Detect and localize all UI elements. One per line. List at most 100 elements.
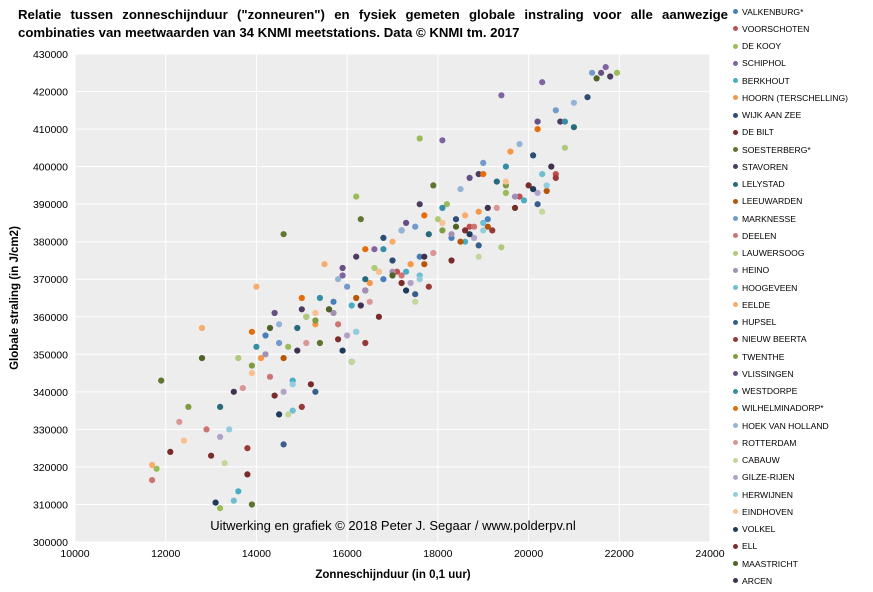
y-tick-label: 420000 bbox=[33, 87, 68, 99]
legend-label: WIJK AAN ZEE bbox=[742, 110, 802, 121]
data-point bbox=[452, 216, 460, 223]
legend-marker bbox=[733, 285, 738, 291]
data-point bbox=[180, 437, 187, 444]
data-point bbox=[244, 445, 251, 452]
data-point bbox=[416, 135, 423, 142]
data-point bbox=[389, 257, 396, 264]
legend-label: SOESTERBERG* bbox=[742, 144, 811, 155]
legend-marker bbox=[733, 492, 738, 498]
data-point bbox=[439, 204, 446, 211]
y-tick-label: 370000 bbox=[33, 274, 68, 286]
data-point bbox=[475, 253, 482, 260]
data-point bbox=[339, 264, 346, 272]
data-point bbox=[534, 118, 541, 125]
legend-label: DE KOOY bbox=[742, 41, 782, 52]
data-point bbox=[312, 317, 319, 324]
data-point bbox=[330, 298, 337, 305]
legend-marker bbox=[733, 543, 738, 549]
data-point bbox=[276, 321, 283, 328]
data-point bbox=[570, 99, 578, 106]
legend-marker bbox=[733, 216, 738, 222]
data-point bbox=[325, 306, 333, 313]
legend-marker bbox=[733, 60, 738, 66]
legend-label: VOORSCHOTEN bbox=[742, 23, 810, 34]
data-point bbox=[312, 388, 319, 395]
data-point bbox=[475, 208, 482, 215]
data-point bbox=[412, 223, 419, 230]
y-tick-label: 330000 bbox=[33, 424, 68, 436]
data-point bbox=[357, 302, 364, 309]
data-point bbox=[561, 144, 569, 151]
data-point bbox=[316, 339, 323, 347]
data-point bbox=[466, 223, 473, 230]
legend-item: SCHIPHOL bbox=[733, 55, 873, 72]
data-point bbox=[248, 328, 255, 335]
data-point bbox=[316, 294, 323, 302]
data-point bbox=[353, 328, 360, 335]
data-point bbox=[434, 216, 441, 223]
data-point bbox=[344, 283, 351, 290]
data-point bbox=[285, 343, 292, 350]
legend-label: TWENTHE bbox=[742, 351, 785, 362]
legend-label: LEEUWARDEN bbox=[742, 196, 803, 207]
data-point bbox=[443, 201, 450, 208]
x-tick-label: 22000 bbox=[605, 548, 634, 560]
legend-marker bbox=[733, 181, 738, 187]
legend-marker bbox=[733, 354, 738, 360]
data-point bbox=[362, 246, 369, 253]
legend-item: HUPSEL bbox=[733, 314, 873, 331]
data-point bbox=[153, 465, 160, 472]
data-point bbox=[539, 208, 546, 215]
data-point bbox=[203, 426, 210, 433]
legend-marker bbox=[733, 78, 738, 84]
data-point bbox=[484, 204, 491, 211]
legend-marker bbox=[733, 319, 738, 325]
data-point bbox=[602, 64, 609, 71]
data-point bbox=[149, 477, 156, 484]
legend-marker bbox=[733, 129, 738, 135]
legend-marker bbox=[733, 457, 738, 463]
data-point bbox=[198, 324, 206, 332]
legend-item: MARKNESSE bbox=[733, 210, 873, 227]
data-point bbox=[534, 201, 541, 208]
legend-label: EELDE bbox=[742, 299, 771, 310]
data-point bbox=[362, 339, 369, 347]
y-tick-label: 380000 bbox=[33, 237, 68, 249]
legend-item: HOORN (TERSCHELLING) bbox=[733, 89, 873, 106]
data-point bbox=[421, 261, 428, 268]
data-point bbox=[253, 283, 260, 290]
data-point bbox=[530, 152, 537, 159]
data-point bbox=[217, 433, 224, 440]
legend-item: LELYSTAD bbox=[733, 176, 873, 193]
data-point bbox=[298, 294, 305, 302]
data-point bbox=[294, 347, 301, 354]
data-point bbox=[230, 388, 237, 395]
data-point bbox=[493, 178, 500, 185]
legend-label: HEINO bbox=[742, 265, 770, 276]
gridlines bbox=[74, 53, 711, 543]
legend-item: VOLKEL bbox=[733, 521, 873, 538]
legend-item: MAASTRICHT bbox=[733, 555, 873, 572]
x-tick-label: 16000 bbox=[333, 548, 362, 560]
data-point bbox=[244, 471, 251, 478]
data-point bbox=[248, 370, 255, 377]
data-point bbox=[511, 204, 519, 211]
data-point bbox=[598, 69, 605, 76]
legend-item: EELDE bbox=[733, 296, 873, 313]
legend-marker bbox=[733, 198, 738, 204]
data-point bbox=[480, 227, 487, 234]
legend-item: WILHELMINADORP* bbox=[733, 400, 873, 417]
data-point bbox=[539, 79, 546, 86]
data-point bbox=[366, 279, 373, 287]
data-point bbox=[543, 187, 550, 195]
data-point bbox=[475, 171, 482, 178]
data-point bbox=[266, 373, 274, 380]
legend-marker bbox=[733, 43, 738, 49]
data-point bbox=[380, 234, 387, 241]
legend-item: ARCEN bbox=[733, 572, 873, 589]
legend-marker bbox=[733, 164, 738, 170]
data-point bbox=[430, 249, 437, 257]
data-point bbox=[448, 257, 455, 264]
data-point bbox=[439, 227, 446, 234]
legend-item: LEEUWARDEN bbox=[733, 193, 873, 210]
